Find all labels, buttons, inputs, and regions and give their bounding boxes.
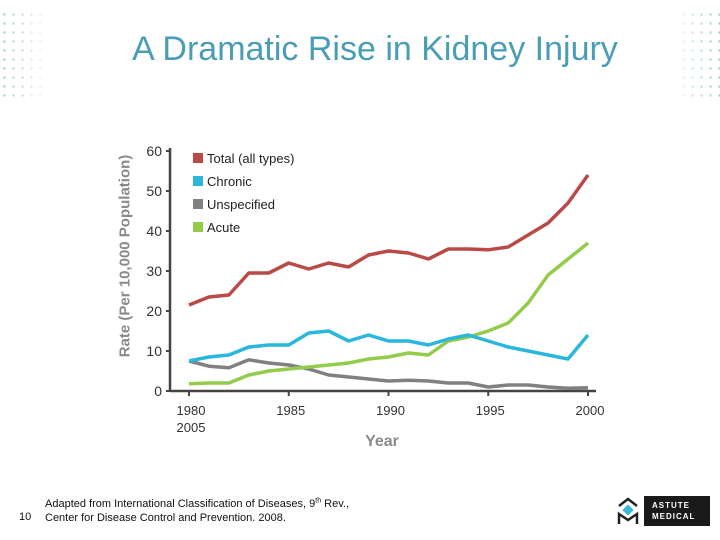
x-tick-label: 1990 bbox=[376, 403, 405, 418]
y-tick-label: 60 bbox=[146, 143, 162, 159]
source-line-2: Center for Disease Control and Preventio… bbox=[45, 511, 286, 524]
legend-label: Unspecified bbox=[207, 197, 275, 212]
decorative-dots bbox=[0, 10, 50, 100]
series-line-unspecified bbox=[188, 358, 589, 390]
x-tick-label: 2000 bbox=[576, 403, 605, 418]
legend-label: Chronic bbox=[207, 174, 252, 189]
astute-medical-logo: ASTUTE MEDICAL bbox=[616, 496, 711, 526]
x-tick-label: 1995 bbox=[476, 403, 505, 418]
x-tick-label: 1980 bbox=[177, 403, 206, 418]
legend-swatch bbox=[193, 176, 203, 186]
source-line-1: Adapted from International Classificatio… bbox=[45, 497, 350, 510]
source-citation: Adapted from International Classificatio… bbox=[45, 494, 349, 525]
page-number: 10 bbox=[19, 511, 32, 523]
y-tick-label: 50 bbox=[146, 183, 162, 199]
y-axis-label: Rate (Per 10,000 Population) bbox=[116, 154, 134, 358]
series-line-chronic bbox=[188, 329, 590, 363]
y-tick-label: 40 bbox=[146, 223, 162, 239]
legend-swatch bbox=[193, 222, 203, 232]
legend-swatch bbox=[193, 153, 203, 163]
y-tick-label: 0 bbox=[154, 383, 162, 399]
x-axis-label: Year bbox=[365, 433, 399, 450]
x-tick-label: 2005 bbox=[177, 420, 206, 435]
series-line-total-all-types- bbox=[188, 173, 590, 307]
y-tick-label: 20 bbox=[146, 303, 162, 319]
legend-label: Total (all types) bbox=[207, 151, 294, 166]
logo-text: ASTUTE MEDICAL bbox=[644, 496, 710, 526]
decorative-dots bbox=[670, 10, 720, 100]
legend-swatch bbox=[193, 199, 203, 209]
x-tick-label: 1985 bbox=[276, 403, 305, 418]
y-tick-label: 30 bbox=[146, 263, 162, 279]
series-line-acute bbox=[188, 241, 590, 386]
logo-mark-icon bbox=[617, 497, 639, 524]
legend-label: Acute bbox=[207, 220, 240, 235]
slide-title: A Dramatic Rise in Kidney Injury bbox=[132, 30, 618, 68]
y-tick-label: 10 bbox=[146, 343, 162, 359]
